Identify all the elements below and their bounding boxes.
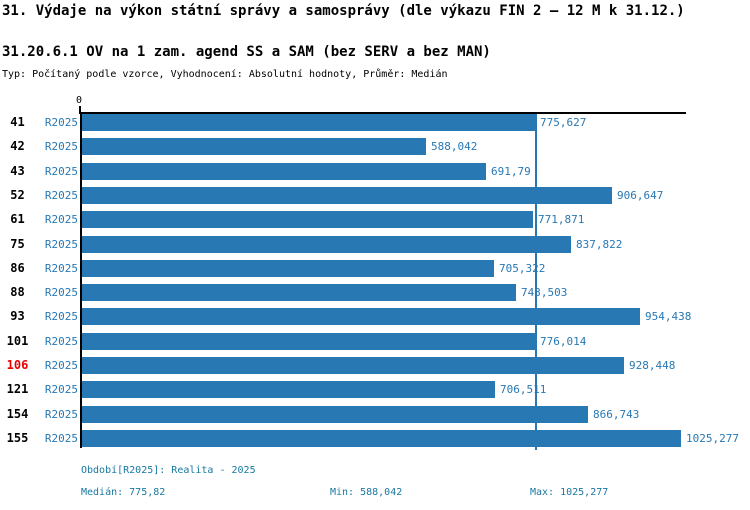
report-title: 31. Výdaje na výkon státní správy a samo… (2, 3, 685, 19)
series-year-label: R2025 (44, 335, 78, 348)
series-year-label: R2025 (44, 116, 78, 129)
period-label: Období[R2025]: Realita - 2025 (81, 465, 256, 476)
category-label: 121 (6, 382, 29, 396)
series-year-label: R2025 (44, 140, 78, 153)
bar (82, 211, 533, 228)
series-year-label: R2025 (44, 359, 78, 372)
category-label: 101 (6, 334, 29, 348)
bar-value-label: 691,79 (491, 165, 531, 178)
category-label: 93 (10, 309, 25, 323)
bar (82, 260, 494, 277)
indicator-meta-line: Typ: Počítaný podle vzorce, Vyhodnocení:… (2, 69, 448, 80)
bar (82, 357, 624, 374)
bar-row: 61 R2025 771,871 (0, 211, 750, 228)
series-year-label: R2025 (44, 310, 78, 323)
category-label: 43 (10, 164, 25, 178)
median-stat-label: Medián: 775,82 (81, 487, 166, 498)
bar-row: 42 R2025 588,042 (0, 138, 750, 155)
plot-area: 0 41 R2025 775,627 42 R2025 588,042 43 R2025 691… (0, 95, 750, 455)
series-year-label: R2025 (44, 383, 78, 396)
bar-row: 101 R2025 776,014 (0, 333, 750, 350)
category-label: 154 (6, 407, 29, 421)
bar-row: 93 R2025 954,438 (0, 308, 750, 325)
category-label: 155 (6, 431, 29, 445)
bar-value-label: 928,448 (629, 359, 676, 372)
series-year-label: R2025 (44, 432, 78, 445)
category-label: 106 (6, 358, 29, 372)
bar-value-label: 837,822 (576, 238, 623, 251)
bar (82, 138, 426, 155)
series-year-label: R2025 (44, 213, 78, 226)
x-axis-line (80, 112, 686, 114)
y-axis-line (80, 112, 82, 448)
bar-value-label: 705,322 (499, 262, 546, 275)
bar-row: 155 R2025 1025,277 (0, 430, 750, 447)
bar-value-label: 776,014 (540, 335, 587, 348)
bar (82, 236, 571, 253)
min-stat-label: Min: 588,042 (330, 487, 403, 498)
category-label: 61 (10, 212, 25, 226)
bar (82, 114, 535, 131)
bar-value-label: 706,511 (500, 383, 547, 396)
bar-row: 121 R2025 706,511 (0, 381, 750, 398)
bar-row: 86 R2025 705,322 (0, 260, 750, 277)
x-axis-tick (79, 106, 81, 114)
series-year-label: R2025 (44, 408, 78, 421)
median-line (535, 114, 537, 450)
bar-value-label: 775,627 (540, 116, 587, 129)
bar-row: 88 R2025 743,503 (0, 284, 750, 301)
category-label: 41 (10, 115, 25, 129)
bar-value-label: 743,503 (521, 286, 568, 299)
x-axis-zero-label: 0 (75, 95, 83, 106)
bar-row: 154 R2025 866,743 (0, 406, 750, 423)
category-label: 88 (10, 285, 25, 299)
bar-row: 75 R2025 837,822 (0, 236, 750, 253)
bar-row: 106 R2025 928,448 (0, 357, 750, 374)
category-label: 75 (10, 237, 25, 251)
max-stat-label: Max: 1025,277 (530, 487, 609, 498)
bar-value-label: 866,743 (593, 408, 640, 421)
bar (82, 430, 681, 447)
bar (82, 187, 612, 204)
bar-value-label: 1025,277 (686, 432, 739, 445)
bar-row: 43 R2025 691,79 (0, 163, 750, 180)
series-year-label: R2025 (44, 165, 78, 178)
series-year-label: R2025 (44, 262, 78, 275)
bar (82, 333, 535, 350)
bar-value-label: 906,647 (617, 189, 664, 202)
bar (82, 381, 495, 398)
category-label: 52 (10, 188, 25, 202)
bar-value-label: 771,871 (538, 213, 585, 226)
indicator-title: 31.20.6.1 OV na 1 zam. agend SS a SAM (b… (2, 44, 491, 60)
bar (82, 163, 486, 180)
bar-value-label: 954,438 (645, 310, 692, 323)
category-label: 42 (10, 139, 25, 153)
bar-value-label: 588,042 (431, 140, 478, 153)
bar-row: 52 R2025 906,647 (0, 187, 750, 204)
series-year-label: R2025 (44, 189, 78, 202)
bar (82, 308, 640, 325)
series-year-label: R2025 (44, 286, 78, 299)
series-year-label: R2025 (44, 238, 78, 251)
bar (82, 406, 588, 423)
bar-row: 41 R2025 775,627 (0, 114, 750, 131)
bar (82, 284, 516, 301)
category-label: 86 (10, 261, 25, 275)
